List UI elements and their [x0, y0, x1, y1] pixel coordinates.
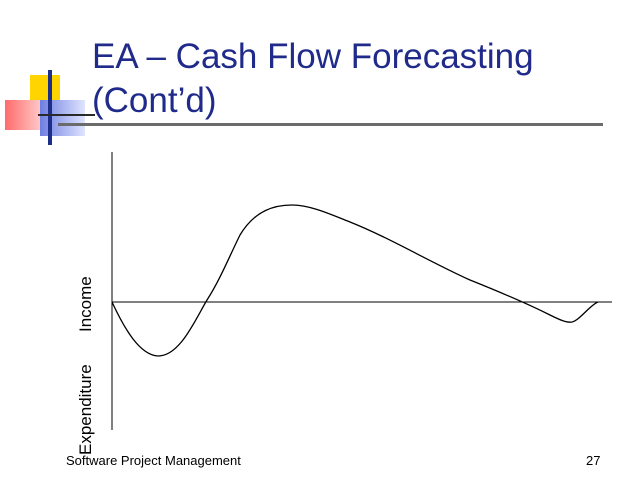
slide-title: EA – Cash Flow Forecasting (Cont’d): [92, 35, 534, 123]
title-line-2: (Cont’d): [92, 81, 217, 120]
y-axis-label-income: Income: [76, 276, 95, 332]
title-line-1: EA – Cash Flow Forecasting: [92, 37, 534, 76]
slide-footer: Software Project Management: [66, 453, 241, 468]
y-axis-label-expenditure: Expenditure: [76, 364, 95, 455]
cash-flow-curve: [111, 204, 599, 357]
page-number: 27: [586, 453, 601, 468]
decorative-squares-logo: [5, 70, 95, 145]
title-underline: [58, 123, 603, 126]
